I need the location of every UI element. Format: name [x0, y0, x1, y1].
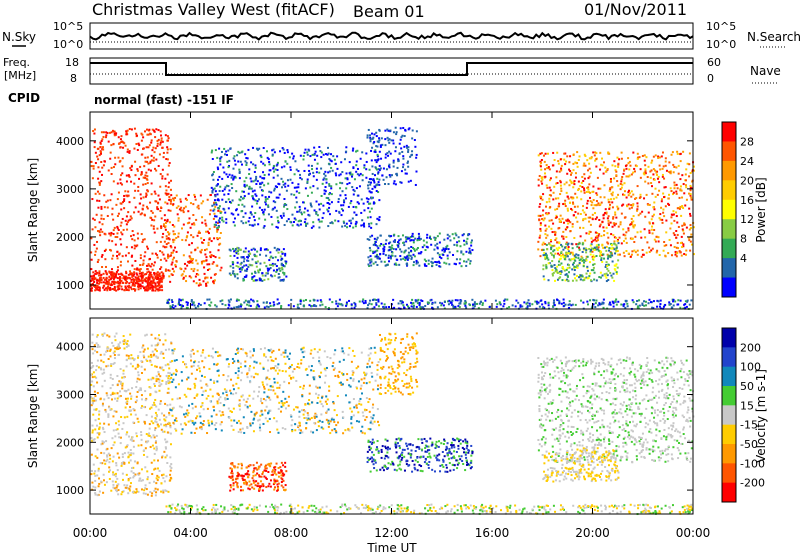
colorbar-tick-label: 24 [740, 155, 754, 168]
colorbar-tick-label: -15 [740, 419, 758, 432]
power-panel: 1000 2000 3000 4000 Slant Range [km] 28 24 20… [26, 111, 768, 311]
colorbar-tick-label: -100 [740, 457, 765, 470]
colorbar-tick-label: 20 [740, 174, 754, 187]
colorbar-tick-label: 16 [740, 194, 754, 207]
colorbar-tick-label: 28 [740, 135, 754, 148]
colorbar-tick-label: 4 [740, 252, 747, 265]
colorbar-swatch [722, 463, 736, 484]
range-tick-label: 2000 [56, 436, 84, 449]
time-tick-label: 20:00 [575, 526, 610, 540]
cpid-label: CPID [8, 91, 40, 105]
noise-tick-high-left: 10^5 [53, 20, 83, 33]
power-colorbar-label: Power [dB] [754, 177, 768, 242]
colorbar-swatch [722, 347, 736, 368]
colorbar-tick-label: 200 [740, 341, 761, 354]
velocity-colorbar-label: Velocity [m s-1] [754, 369, 768, 463]
range-tick-label: 2000 [56, 231, 84, 244]
colorbar-tick-label: 8 [740, 233, 747, 246]
time-tick-label: 00:00 [676, 526, 711, 540]
colorbar-swatch [722, 277, 736, 298]
colorbar-swatch [722, 199, 736, 220]
freq-left-label-1: Freq. [3, 56, 30, 69]
time-axis: 00:00 04:00 08:00 12:00 16:00 20:00 00:00 [73, 112, 711, 540]
time-tick-label: 00:00 [73, 526, 108, 540]
noise-sky-trace [89, 31, 694, 41]
freq-tick-low: 8 [70, 72, 77, 85]
velocity-scatter [90, 332, 695, 516]
colorbar-swatch [722, 424, 736, 445]
range-tick-label: 1000 [56, 279, 84, 292]
velocity-panel: 1000 2000 3000 4000 Slant Range [km] 200 100… [26, 317, 768, 516]
nave-tick-high: 60 [707, 56, 721, 69]
cpid-value: normal (fast) -151 IF [94, 93, 234, 107]
range-tick-label: 3000 [56, 183, 84, 196]
range-tick-label: 1000 [56, 484, 84, 497]
noise-tick-low-right: 10^0 [706, 38, 736, 51]
colorbar-swatch [722, 180, 736, 201]
colorbar-swatch [722, 444, 736, 464]
range-tick-label: 4000 [56, 341, 84, 354]
colorbar-tick-label: 100 [740, 361, 761, 374]
colorbar-tick-label: -200 [740, 477, 765, 490]
colorbar-swatch [722, 482, 736, 503]
colorbar-swatch [722, 219, 736, 240]
range-tick-label: 3000 [56, 388, 84, 401]
colorbar-swatch [722, 122, 736, 142]
freq-tick-high: 18 [65, 56, 79, 69]
time-tick-label: 12:00 [374, 526, 409, 540]
noise-tick-high-right: 10^5 [706, 20, 736, 33]
nave-tick-low: 0 [707, 72, 714, 85]
colorbar-swatch [722, 238, 736, 259]
colorbar-tick-label: 15 [740, 399, 754, 412]
time-tick-label: 08:00 [274, 526, 309, 540]
freq-left-label-2: [MHz] [4, 69, 36, 82]
noise-right-label: N.Search [747, 30, 800, 44]
power-colorbar: 28 24 20 16 12 8 4 [721, 121, 754, 298]
freq-trace [90, 62, 693, 76]
power-y-axis-label: Slant Range [km] [26, 158, 40, 262]
freq-panel: Freq. [MHz] 18 8 60 0 Nave [3, 56, 781, 85]
nave-label: Nave [750, 64, 781, 78]
colorbar-swatch [722, 141, 736, 162]
range-tick-label: 4000 [56, 135, 84, 148]
colorbar-tick-label: -50 [740, 438, 758, 451]
noise-panel: N.Sky 10^5 10^0 10^5 10^0 N.Search [2, 20, 800, 51]
colorbar-tick-label: 12 [740, 213, 754, 226]
colorbar-swatch [722, 405, 736, 426]
noise-tick-low-left: 10^0 [53, 38, 83, 51]
time-axis-label: Time UT [366, 541, 417, 554]
station-title: Christmas Valley West (fitACF) [92, 0, 335, 19]
colorbar-swatch [722, 366, 736, 387]
colorbar-swatch [722, 160, 736, 181]
colorbar-tick-label: 50 [740, 380, 754, 393]
colorbar-swatch [722, 386, 736, 406]
date-title: 01/Nov/2011 [584, 0, 687, 19]
power-scatter [90, 126, 695, 311]
time-tick-label: 16:00 [475, 526, 510, 540]
colorbar-swatch [722, 258, 736, 279]
colorbar-swatch [722, 328, 736, 348]
time-tick-label: 04:00 [173, 526, 208, 540]
velocity-y-axis-label: Slant Range [km] [26, 364, 40, 468]
velocity-colorbar: 200 100 50 15 -15 -50 -100 -200 [721, 327, 765, 503]
beam-title: Beam 01 [353, 2, 425, 21]
noise-left-label: N.Sky [2, 30, 36, 44]
